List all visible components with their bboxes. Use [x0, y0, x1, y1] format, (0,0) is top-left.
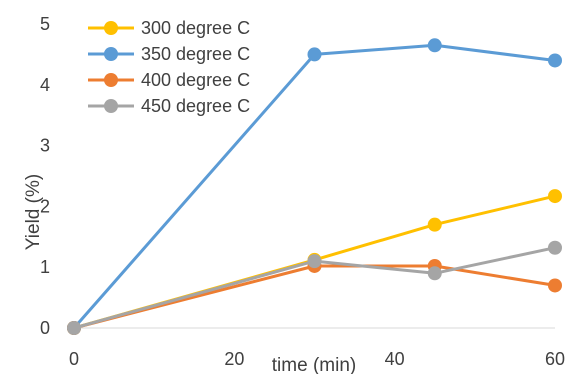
series-line	[73, 264, 556, 330]
data-point	[548, 189, 562, 204]
legend-label: 450 degree C	[141, 96, 250, 116]
legend-label: 350 degree C	[141, 44, 250, 64]
y-tick-label: 4	[40, 75, 50, 95]
legend-entry: 450 degree C	[88, 96, 250, 116]
data-point	[548, 240, 562, 255]
legend-label: 400 degree C	[141, 70, 250, 90]
legend-entry: 350 degree C	[88, 44, 250, 64]
legend-label: 300 degree C	[141, 18, 250, 38]
legend-entry: 400 degree C	[88, 70, 250, 90]
x-tick-label: 20	[224, 349, 244, 369]
data-point	[307, 47, 322, 62]
series-line	[73, 246, 556, 330]
x-tick-label: 40	[385, 349, 405, 369]
data-point	[548, 53, 562, 68]
series-2	[67, 258, 562, 335]
x-axis-title: time (min)	[272, 355, 356, 374]
data-point	[427, 266, 442, 281]
y-tick-label: 2	[40, 196, 50, 216]
legend-swatch-marker	[104, 21, 118, 35]
data-point	[548, 278, 562, 293]
y-tick-label: 3	[40, 136, 50, 156]
x-tick-label: 0	[69, 349, 79, 369]
data-point	[427, 217, 442, 232]
legend-swatch-marker	[104, 99, 118, 113]
chart-legend: 300 degree C 350 degree C 400 degree C 450 …	[88, 18, 250, 116]
y-tick-label: 0	[40, 318, 50, 338]
data-point	[67, 321, 81, 335]
y-tick-label: 1	[40, 257, 50, 277]
series-3	[67, 240, 562, 335]
y-axis-title: Yield (%)	[23, 174, 44, 250]
data-point	[427, 38, 442, 53]
legend-entry: 300 degree C	[88, 18, 250, 38]
chart-axes: 0 1 2 3 4 5 0 20 40 60	[40, 14, 565, 369]
legend-swatch-marker	[104, 47, 118, 61]
data-point	[307, 254, 322, 269]
legend-swatch-marker	[104, 73, 118, 87]
x-tick-label: 60	[545, 349, 565, 369]
chart-series	[67, 38, 562, 335]
y-tick-label: 5	[40, 14, 50, 34]
series-line	[72, 43, 556, 329]
